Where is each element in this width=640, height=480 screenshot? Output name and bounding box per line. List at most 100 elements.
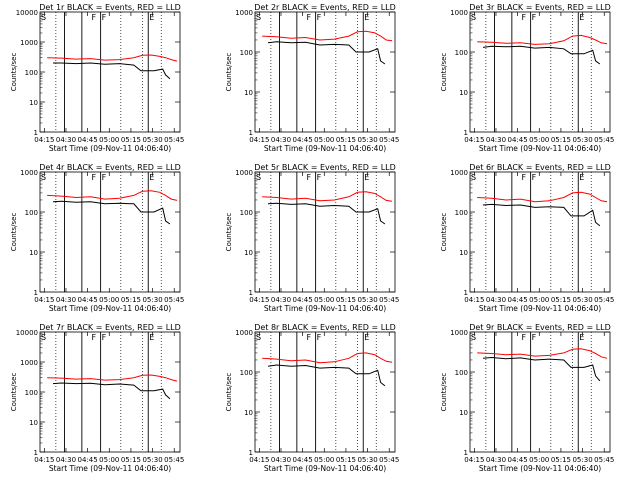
- marker-label-f: F: [307, 13, 312, 22]
- lld-series-line: [477, 34, 608, 45]
- y-tick-label: 100: [240, 49, 253, 57]
- x-axis-label: Start Time (09-Nov-11 04:06:40): [264, 464, 386, 473]
- x-tick-label: 04:45: [293, 456, 313, 464]
- x-tick-label: 05:30: [142, 136, 162, 144]
- marker-label-s: S: [471, 173, 476, 182]
- events-series-line: [267, 202, 386, 225]
- x-tick-label: 04:45: [78, 296, 98, 304]
- events-series-line: [482, 45, 601, 65]
- y-tick-label: 100: [455, 209, 468, 217]
- x-tick-label: 05:45: [379, 296, 399, 304]
- y-tick-label: 100: [240, 209, 253, 217]
- lld-series-line: [47, 190, 178, 201]
- x-tick-label: 05:00: [314, 456, 334, 464]
- x-tick-label: 05:15: [551, 456, 571, 464]
- marker-label-s: S: [41, 173, 46, 182]
- x-tick-label: 04:30: [271, 136, 291, 144]
- events-series-line: [482, 203, 601, 227]
- y-axis-label: Counts/sec: [440, 213, 448, 252]
- lld-series-line: [47, 54, 178, 62]
- x-tick-label: 04:15: [249, 136, 269, 144]
- x-tick-label: 04:15: [464, 296, 484, 304]
- events-series-line: [53, 62, 171, 80]
- marker-label-e: E: [149, 173, 154, 182]
- x-tick-label: 04:45: [508, 136, 528, 144]
- y-tick-label: 1000: [450, 9, 468, 17]
- x-tick-label: 05:15: [336, 296, 356, 304]
- x-tick-label: 05:30: [572, 136, 592, 144]
- panel-title: Det 9r BLACK = Events, RED = LLD: [469, 323, 611, 332]
- lld-series-line: [47, 374, 178, 382]
- x-tick-label: 05:15: [121, 456, 141, 464]
- plot-frame: [469, 11, 611, 133]
- x-tick-label: 05:00: [529, 456, 549, 464]
- marker-label-e: E: [364, 13, 369, 22]
- x-tick-label: 05:30: [572, 456, 592, 464]
- marker-label-f: F: [307, 173, 312, 182]
- marker-label-s: S: [41, 333, 46, 342]
- x-tick-label: 04:45: [78, 136, 98, 144]
- y-tick-label: 1: [464, 129, 468, 137]
- x-tick-label: 05:45: [594, 456, 614, 464]
- panel-title: Det 1r BLACK = Events, RED = LLD: [39, 3, 181, 12]
- x-tick-label: 05:00: [314, 136, 334, 144]
- lld-series-line: [477, 348, 608, 359]
- x-tick-label: 04:45: [293, 136, 313, 144]
- x-axis-label: Start Time (09-Nov-11 04:06:40): [49, 304, 171, 313]
- y-tick-label: 10: [244, 409, 253, 417]
- x-tick-label: 05:00: [99, 456, 119, 464]
- x-tick-label: 05:30: [142, 296, 162, 304]
- panel-3: Det 3r BLACK = Events, RED = LLD 1 10 100 10…: [440, 3, 614, 153]
- x-tick-label: 04:15: [34, 136, 54, 144]
- x-tick-label: 04:30: [486, 136, 506, 144]
- marker-label-f: F: [532, 13, 537, 22]
- x-axis-label: Start Time (09-Nov-11 04:06:40): [479, 144, 601, 153]
- marker-label-f: F: [102, 173, 107, 182]
- panel-title: Det 6r BLACK = Events, RED = LLD: [469, 163, 611, 172]
- panel-title: Det 8r BLACK = Events, RED = LLD: [254, 323, 396, 332]
- x-tick-label: 05:15: [121, 296, 141, 304]
- y-axis-label: Counts/sec: [225, 373, 233, 412]
- y-tick-label: 100: [25, 69, 38, 77]
- marker-label-s: S: [256, 13, 261, 22]
- marker-label-f: F: [522, 333, 527, 342]
- x-tick-label: 05:45: [594, 296, 614, 304]
- panel-6: Det 6r BLACK = Events, RED = LLD 1 10 100 10…: [440, 163, 614, 313]
- x-tick-label: 04:15: [249, 296, 269, 304]
- y-tick-label: 10: [29, 99, 38, 107]
- x-tick-label: 05:00: [99, 296, 119, 304]
- panel-title: Det 4r BLACK = Events, RED = LLD: [39, 163, 181, 172]
- panel-title: Det 5r BLACK = Events, RED = LLD: [254, 163, 396, 172]
- x-tick-label: 04:45: [78, 456, 98, 464]
- x-axis-label: Start Time (09-Nov-11 04:06:40): [479, 464, 601, 473]
- panel-title: Det 7r BLACK = Events, RED = LLD: [39, 323, 181, 332]
- x-tick-label: 04:45: [508, 296, 528, 304]
- x-tick-label: 05:30: [357, 456, 377, 464]
- x-tick-label: 04:15: [464, 136, 484, 144]
- plot-frame: [254, 171, 396, 293]
- y-tick-label: 1: [464, 289, 468, 297]
- x-tick-label: 05:45: [164, 456, 184, 464]
- marker-label-s: S: [471, 333, 476, 342]
- marker-label-f: F: [317, 173, 322, 182]
- panel-title: Det 2r BLACK = Events, RED = LLD: [254, 3, 396, 12]
- plot-frame: [39, 331, 181, 453]
- y-tick-label: 1000: [20, 359, 38, 367]
- marker-label-s: S: [256, 173, 261, 182]
- panel-1: Det 1r BLACK = Events, RED = LLD 1 10 100 10…: [10, 3, 184, 153]
- x-tick-label: 05:15: [551, 296, 571, 304]
- marker-label-f: F: [92, 173, 97, 182]
- y-axis-label: Counts/sec: [440, 53, 448, 92]
- x-tick-label: 05:30: [357, 136, 377, 144]
- y-tick-label: 1000: [20, 169, 38, 177]
- y-tick-label: 10: [459, 249, 468, 257]
- x-tick-label: 05:15: [551, 136, 571, 144]
- y-tick-label: 100: [25, 209, 38, 217]
- marker-label-e: E: [149, 13, 154, 22]
- y-tick-label: 1000: [450, 329, 468, 337]
- marker-label-e: E: [579, 13, 584, 22]
- marker-label-e: E: [364, 173, 369, 182]
- y-tick-label: 10: [29, 249, 38, 257]
- lld-series-line: [262, 191, 393, 202]
